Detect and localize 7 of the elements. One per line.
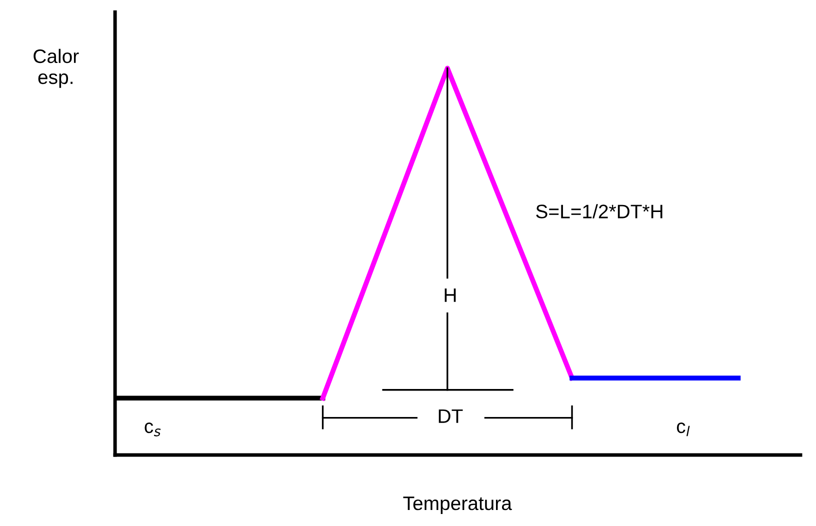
annotation: c$_{l}$ xyxy=(676,422,690,436)
annotation: DT xyxy=(438,409,463,423)
annotation: c$_{s}$ xyxy=(144,422,161,436)
annotation: S=L=1/2*DT*H xyxy=(536,204,662,218)
x-axis-title: Temperatura xyxy=(403,496,512,514)
y-axis-title: Calor esp. xyxy=(34,48,79,88)
annotation: H xyxy=(444,288,456,302)
